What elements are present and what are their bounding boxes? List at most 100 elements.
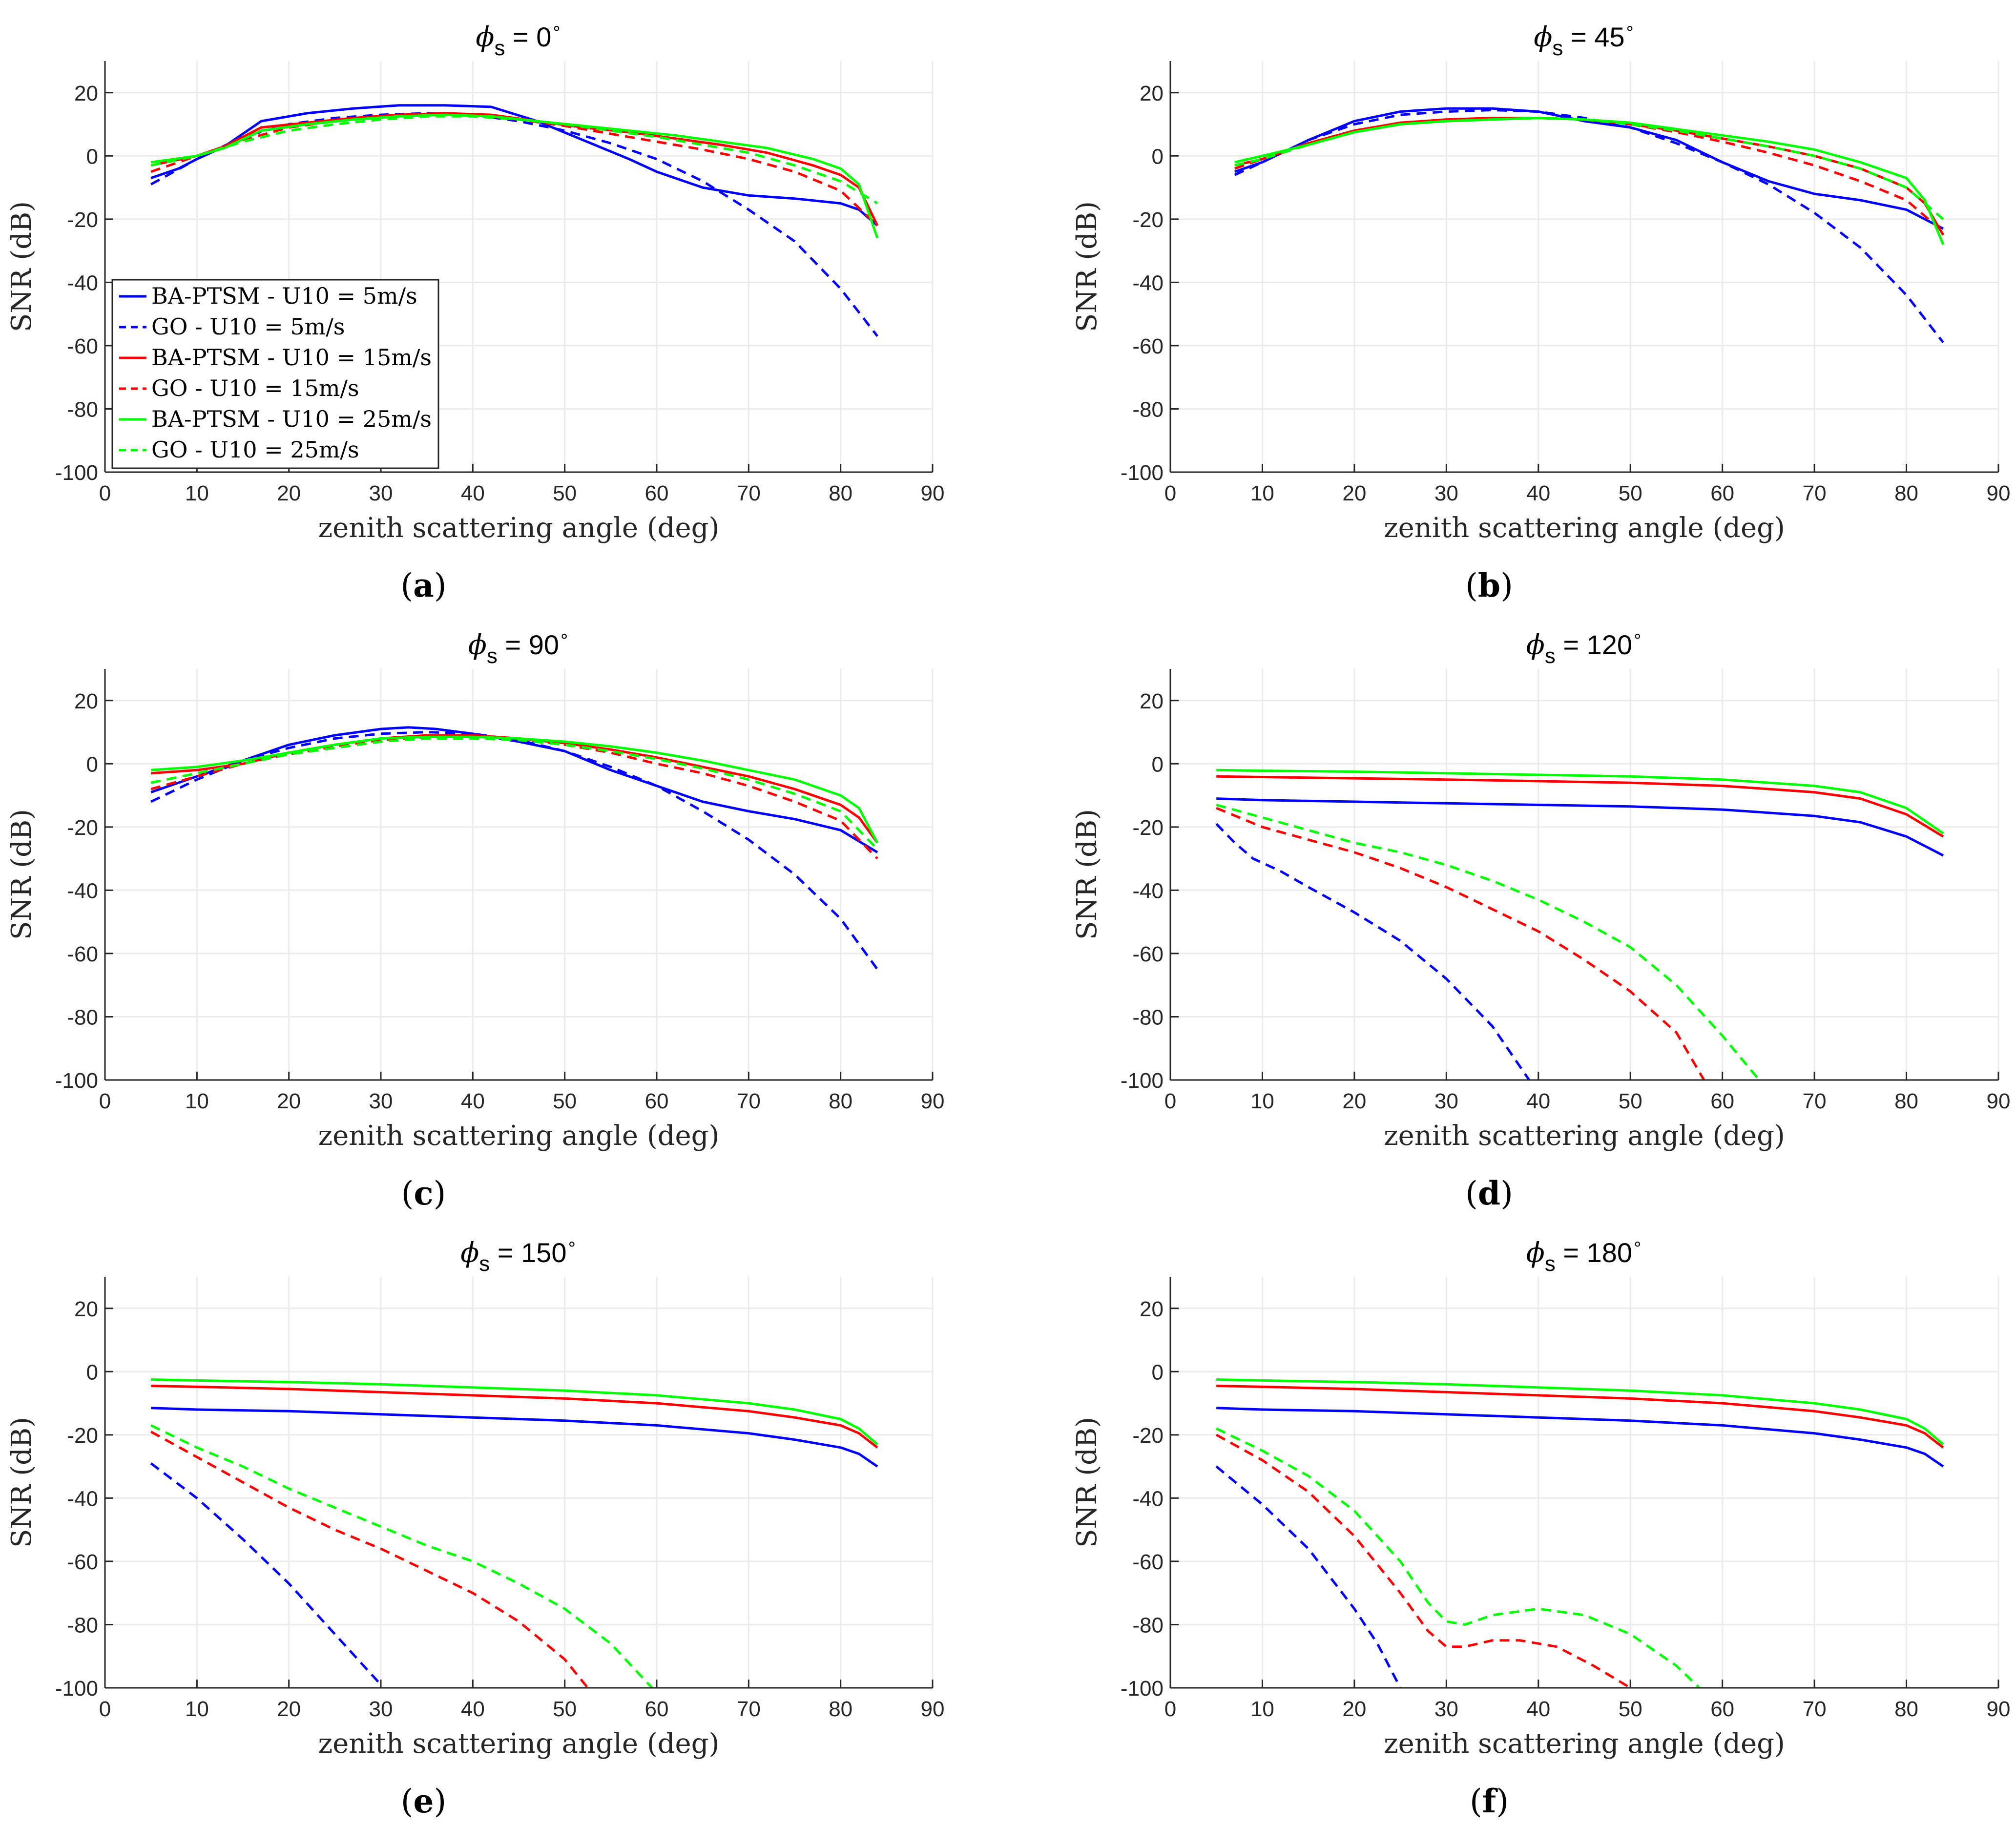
- legend-label: GO - U10 = 15m/s: [151, 375, 359, 401]
- y-tick-label: -100: [1121, 461, 1164, 485]
- x-tick-label: 60: [645, 1697, 669, 1721]
- plot-area: [105, 1277, 933, 1688]
- x-tick-label: 90: [921, 481, 945, 505]
- x-tick-label: 10: [185, 481, 209, 505]
- x-tick-label: 80: [1894, 481, 1918, 505]
- y-axis-label: SNR (dB): [1071, 809, 1103, 940]
- x-tick-label: 80: [829, 481, 852, 505]
- x-tick-label: 30: [1434, 481, 1458, 505]
- x-tick-label: 20: [1342, 481, 1366, 505]
- y-axis-label: SNR (dB): [6, 201, 38, 332]
- x-tick-label: 0: [1164, 1697, 1176, 1721]
- title-subscript: s: [494, 36, 505, 60]
- series-line: [1216, 775, 1944, 838]
- x-tick-label: 0: [99, 481, 111, 505]
- y-tick-label: 0: [86, 752, 98, 776]
- y-tick-label: -40: [1132, 271, 1164, 295]
- caption-close: ): [434, 567, 447, 604]
- title-value: = 180: [1556, 1237, 1632, 1268]
- y-tick-label: -60: [67, 334, 98, 358]
- x-tick-label: 40: [1526, 1697, 1550, 1721]
- x-tick-label: 90: [1987, 481, 2011, 505]
- y-tick-label: -100: [55, 461, 98, 485]
- y-tick-label: -60: [1132, 334, 1164, 358]
- y-tick-label: -60: [1132, 942, 1164, 966]
- y-tick-label: 20: [1140, 82, 1164, 105]
- legend-box: [111, 279, 439, 469]
- series-line: [1215, 1465, 1402, 1688]
- title-symbol: ϕ: [1534, 21, 1552, 53]
- caption-letter: a: [413, 566, 434, 604]
- y-tick-label: 20: [74, 689, 98, 713]
- x-axis-label: zenith scattering angle (deg): [1384, 1120, 1785, 1152]
- y-tick-label: -20: [1132, 816, 1164, 840]
- x-tick-label: 40: [461, 481, 485, 505]
- x-tick-label: 50: [1619, 1697, 1642, 1721]
- y-tick-label: 0: [1152, 1360, 1164, 1384]
- x-tick-label: 70: [1803, 481, 1827, 505]
- x-tick-label: 20: [277, 1697, 301, 1721]
- x-tick-label: 20: [277, 1089, 301, 1113]
- x-tick-label: 70: [737, 1089, 761, 1113]
- caption-letter: c: [414, 1174, 433, 1212]
- title-value: = 120: [1556, 629, 1632, 660]
- title-subscript: s: [1552, 36, 1563, 60]
- chart-title: ϕs = 120∘: [1526, 627, 1643, 668]
- x-tick-label: 30: [369, 1089, 393, 1113]
- title-symbol: ϕ: [468, 629, 487, 661]
- x-tick-label: 90: [921, 1697, 945, 1721]
- caption-open: (: [401, 1175, 414, 1212]
- series-line: [1216, 807, 1705, 1080]
- x-tick-label: 30: [1434, 1697, 1458, 1721]
- x-tick-label: 60: [1710, 1089, 1734, 1113]
- x-axis-label: zenith scattering angle (deg): [1384, 512, 1785, 544]
- series-line: [1216, 797, 1944, 857]
- caption-open: (: [1470, 1783, 1482, 1820]
- chart-title: ϕs = 0∘: [476, 19, 561, 60]
- legend-label: BA-PTSM - U10 = 25m/s: [151, 406, 432, 432]
- x-tick-label: 50: [1619, 1089, 1642, 1113]
- chart-title: ϕs = 45∘: [1534, 19, 1635, 60]
- chart-panel-d: 0 10 20 30 40 50 60 70 80 90 20 0 -20 -40 -60 -80 -100 ze…: [1071, 627, 2010, 1212]
- x-tick-label: 40: [461, 1089, 485, 1113]
- x-axis-label: zenith scattering angle (deg): [318, 1728, 720, 1760]
- y-tick-label: -80: [67, 1613, 98, 1637]
- y-axis-label: SNR (dB): [1071, 1417, 1103, 1548]
- x-tick-label: 50: [553, 1697, 577, 1721]
- x-tick-label: 30: [369, 1697, 393, 1721]
- x-tick-label: 90: [1987, 1089, 2011, 1113]
- x-tick-label: 60: [645, 1089, 669, 1113]
- caption-open: (: [1465, 1175, 1478, 1212]
- legend-label: BA-PTSM - U10 = 5m/s: [151, 283, 417, 309]
- chart-panel-c: 0 10 20 30 40 50 60 70 80 90 20 0 -20 -40 -60 -80 -100 ze…: [6, 627, 944, 1212]
- x-tick-label: 30: [1434, 1089, 1458, 1113]
- series-line: [1216, 1378, 1944, 1446]
- panel-caption: (f): [1470, 1782, 1509, 1820]
- x-tick-label: 90: [921, 1089, 945, 1113]
- series-line: [150, 737, 878, 850]
- legend-label: GO - U10 = 5m/s: [151, 313, 345, 340]
- chart-panel-b: 0 10 20 30 40 50 60 70 80 90 20 0 -20 -40 -60 -80 -100 ze…: [1071, 19, 2010, 604]
- x-tick-label: 80: [829, 1697, 852, 1721]
- caption-open: (: [1465, 567, 1478, 604]
- title-degree: ∘: [1632, 1235, 1642, 1253]
- caption-close: ): [1496, 1783, 1509, 1820]
- x-tick-label: 50: [553, 481, 577, 505]
- plot-area: [1170, 61, 1998, 472]
- caption-close: ): [434, 1175, 446, 1212]
- title-symbol: ϕ: [460, 1237, 479, 1269]
- x-tick-label: 10: [1250, 1089, 1274, 1113]
- y-tick-label: -80: [1132, 1005, 1164, 1029]
- chart-title: ϕs = 150∘: [460, 1235, 577, 1276]
- x-tick-label: 40: [1526, 1089, 1550, 1113]
- y-tick-label: 0: [86, 145, 98, 168]
- title-degree: ∘: [1632, 627, 1642, 645]
- series-line: [1215, 1433, 1631, 1688]
- y-tick-label: -80: [1132, 397, 1164, 421]
- caption-letter: b: [1478, 566, 1500, 604]
- x-tick-label: 0: [1164, 481, 1176, 505]
- y-axis-label: SNR (dB): [6, 809, 38, 940]
- x-tick-label: 0: [99, 1089, 111, 1113]
- y-tick-label: -20: [67, 208, 98, 232]
